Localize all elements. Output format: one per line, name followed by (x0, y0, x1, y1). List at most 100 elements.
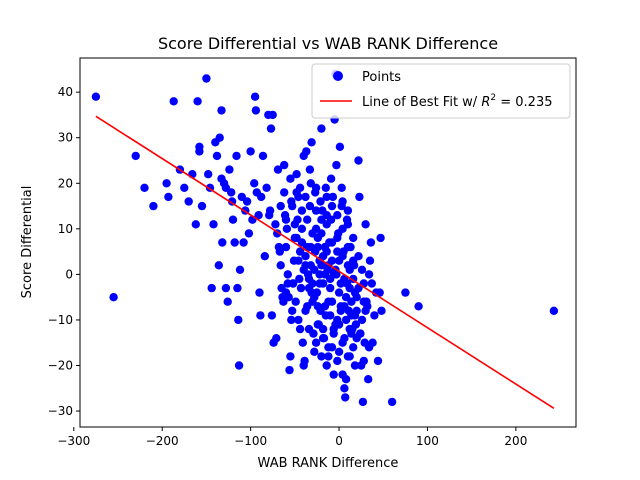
data-point (326, 311, 335, 320)
data-point (364, 270, 374, 279)
data-point (275, 247, 284, 256)
data-point (313, 302, 322, 311)
data-point (191, 220, 200, 229)
y-tick-label: 0 (65, 267, 73, 281)
data-point (317, 352, 326, 361)
x-tick-label: 0 (335, 434, 343, 448)
data-point (338, 224, 347, 233)
data-point (232, 151, 241, 161)
data-point (309, 329, 318, 338)
data-point (260, 252, 269, 261)
x-axis-label: WAB RANK Difference (258, 456, 399, 471)
data-point (301, 261, 310, 270)
data-point (350, 361, 360, 370)
data-point (332, 160, 341, 170)
data-point (140, 183, 149, 192)
data-point (341, 393, 350, 402)
data-point (315, 279, 324, 288)
data-point (268, 110, 277, 120)
data-point (354, 156, 363, 165)
data-point (340, 384, 349, 393)
data-point (357, 315, 367, 325)
data-point (250, 179, 259, 188)
data-point (293, 215, 302, 224)
data-point (333, 356, 342, 366)
data-point (338, 252, 347, 261)
axes-frame (79, 57, 577, 428)
data-point (334, 320, 344, 329)
data-point (233, 283, 242, 293)
data-point (343, 242, 353, 252)
data-point (336, 279, 345, 288)
data-point (334, 288, 344, 297)
data-point (223, 297, 232, 306)
data-point (345, 283, 354, 293)
data-point (338, 197, 347, 206)
data-point (292, 170, 301, 179)
data-point (288, 306, 297, 315)
data-point (209, 220, 218, 229)
plot-area (91, 69, 559, 409)
data-point (204, 170, 213, 179)
data-point (295, 324, 305, 334)
data-point (297, 206, 307, 215)
data-point (315, 270, 324, 279)
data-point (227, 188, 236, 197)
data-point (180, 183, 189, 192)
data-point (271, 220, 280, 229)
data-point (340, 302, 349, 311)
data-point (376, 233, 385, 243)
y-tick-label: 10 (58, 222, 73, 236)
data-point (338, 370, 347, 379)
y-tick-label: −30 (48, 404, 73, 418)
data-point (318, 334, 328, 343)
data-point (295, 274, 304, 284)
data-point (357, 265, 367, 274)
data-point (297, 224, 307, 233)
x-tick-label: −300 (57, 434, 90, 448)
legend-fit-superscript: 2 (490, 93, 496, 103)
data-point (310, 347, 319, 356)
data-point (355, 192, 364, 202)
data-points (91, 69, 559, 407)
data-point (329, 370, 338, 379)
data-point (266, 124, 276, 133)
data-point (272, 334, 281, 343)
data-point (239, 238, 248, 247)
data-point (322, 192, 331, 202)
x-tick-label: 100 (416, 434, 439, 448)
data-point (235, 265, 245, 274)
y-axis-label: Score Differential (20, 186, 35, 299)
data-point (287, 197, 296, 206)
legend: Points Line of Best Fit w/ R2 = 0.235 (311, 63, 571, 119)
data-point (294, 315, 303, 325)
data-point (267, 311, 277, 320)
fit-line-layer (95, 115, 555, 409)
data-point (281, 215, 291, 224)
data-point (343, 206, 353, 215)
data-point (364, 375, 373, 384)
data-point (308, 279, 317, 288)
data-point (214, 261, 223, 270)
data-point (149, 201, 158, 211)
x-tick-label: −100 (234, 434, 267, 448)
data-point (242, 197, 252, 206)
data-point (305, 165, 315, 174)
data-point (317, 124, 326, 133)
data-point (387, 397, 397, 407)
data-point (262, 183, 271, 192)
data-point (292, 188, 301, 197)
data-point (356, 329, 365, 338)
data-point (310, 293, 319, 302)
y-tick-label: −20 (48, 359, 73, 373)
data-point (311, 206, 321, 215)
data-point (306, 179, 315, 188)
data-point (324, 352, 333, 361)
data-point (414, 302, 423, 311)
legend-box (311, 63, 571, 119)
data-point (251, 106, 261, 115)
data-point (317, 261, 326, 270)
data-point (296, 283, 306, 293)
data-point (225, 165, 234, 174)
